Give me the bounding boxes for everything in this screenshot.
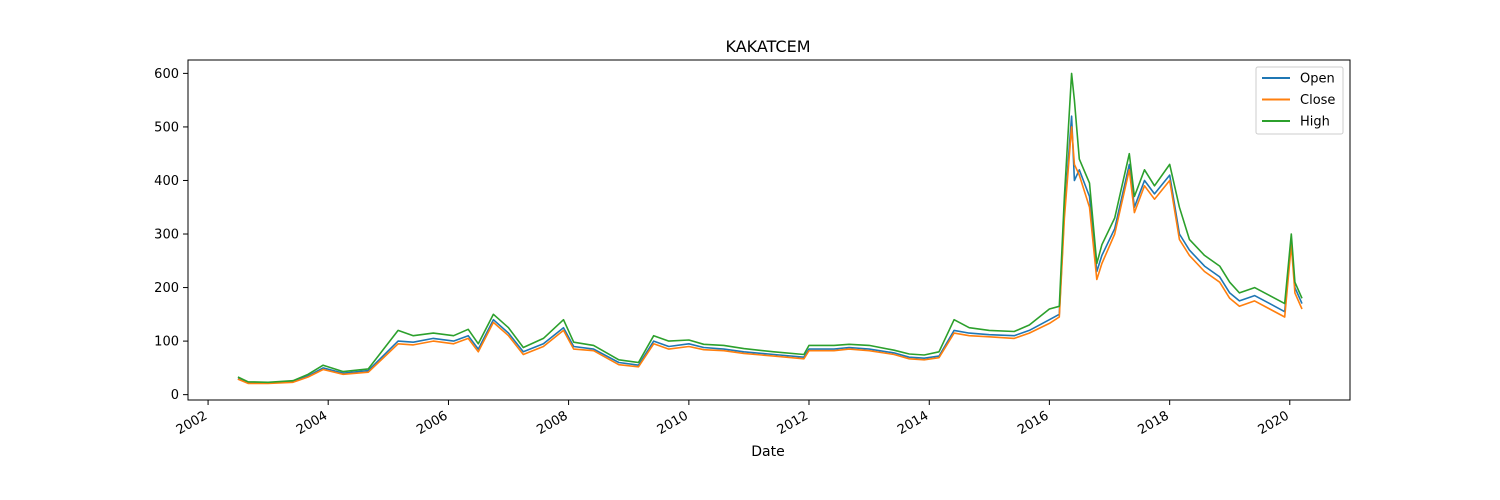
y-tick-label: 600 [154,67,179,82]
legend: Open Close High [1255,66,1344,135]
legend-label: High [1300,115,1330,130]
x-axis-label: Date [751,444,784,460]
legend-box [1255,66,1344,135]
legend-label: Close [1300,93,1335,108]
x-tick-label: 2008 [534,408,570,438]
series-line-open [237,115,1303,384]
x-axis: 2002 2004 2006 2008 2010 2012 2014 2016 2018 2020 [174,400,1292,438]
y-axis: 0 100 200 300 400 500 600 [154,67,188,403]
x-tick-label: 2016 [1015,408,1051,438]
legend-label: Open [1300,72,1335,87]
plot-area [187,59,1351,401]
x-tick-label: 2004 [294,408,330,438]
series-line-high [237,72,1303,384]
x-tick-label: 2006 [414,408,450,438]
series-group [237,72,1303,385]
x-tick-label: 2010 [655,408,691,438]
x-tick-label: 2014 [895,408,931,438]
y-tick-label: 200 [154,281,179,296]
chart-title: KAKATCEM [726,37,811,56]
series-line-close [237,126,1303,385]
x-tick-label: 2020 [1256,408,1292,438]
x-tick-label: 2018 [1136,408,1172,438]
y-tick-label: 100 [154,335,179,350]
y-tick-label: 0 [171,388,179,403]
y-tick-label: 400 [154,174,179,189]
x-tick-label: 2002 [174,408,210,438]
x-tick-label: 2012 [775,408,811,438]
y-tick-label: 300 [154,228,179,243]
y-tick-label: 500 [154,120,179,135]
